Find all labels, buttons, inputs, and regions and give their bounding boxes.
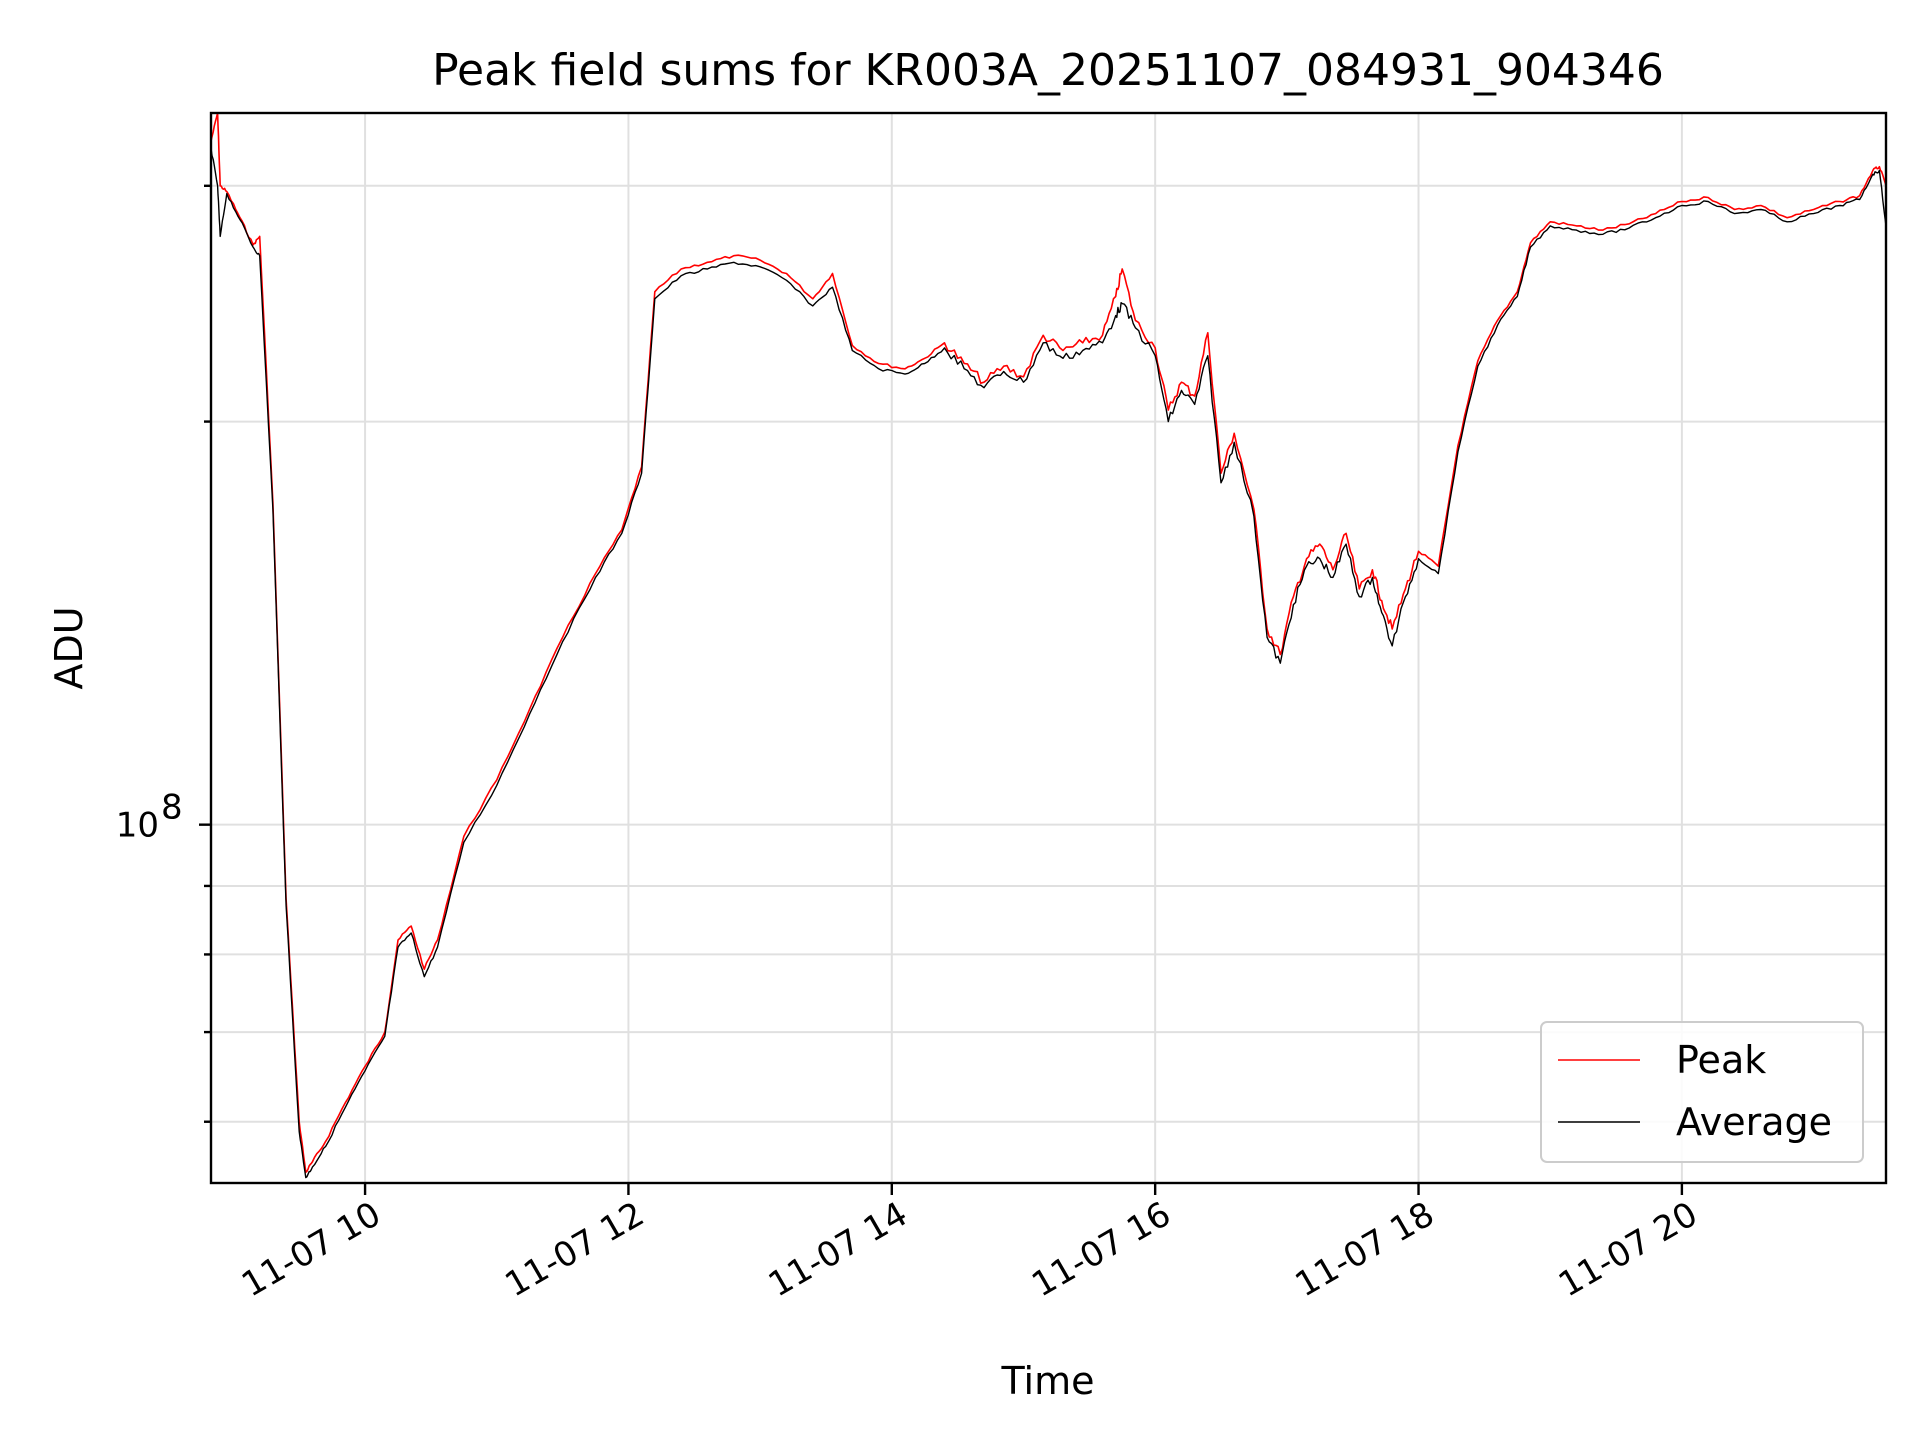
grid (211, 113, 1886, 1183)
legend-label-average: Average (1676, 1100, 1832, 1144)
y-tick-label-exponent: 8 (161, 788, 183, 828)
y-axis-label: ADU (47, 606, 91, 689)
chart-title: Peak field sums for KR003A_20251107_0849… (432, 45, 1664, 96)
series-layer (210, 112, 1887, 1179)
plot-frame (209, 111, 1888, 1185)
series-line-average (210, 148, 1887, 1179)
legend-label-peak: Peak (1676, 1038, 1766, 1082)
legend: Peak Average (1540, 1021, 1864, 1163)
legend-box (1540, 1021, 1864, 1163)
y-tick-label: 10 (116, 806, 159, 846)
x-axis-label: Time (1001, 1359, 1095, 1403)
y-axis: 10 8 (116, 184, 211, 1123)
